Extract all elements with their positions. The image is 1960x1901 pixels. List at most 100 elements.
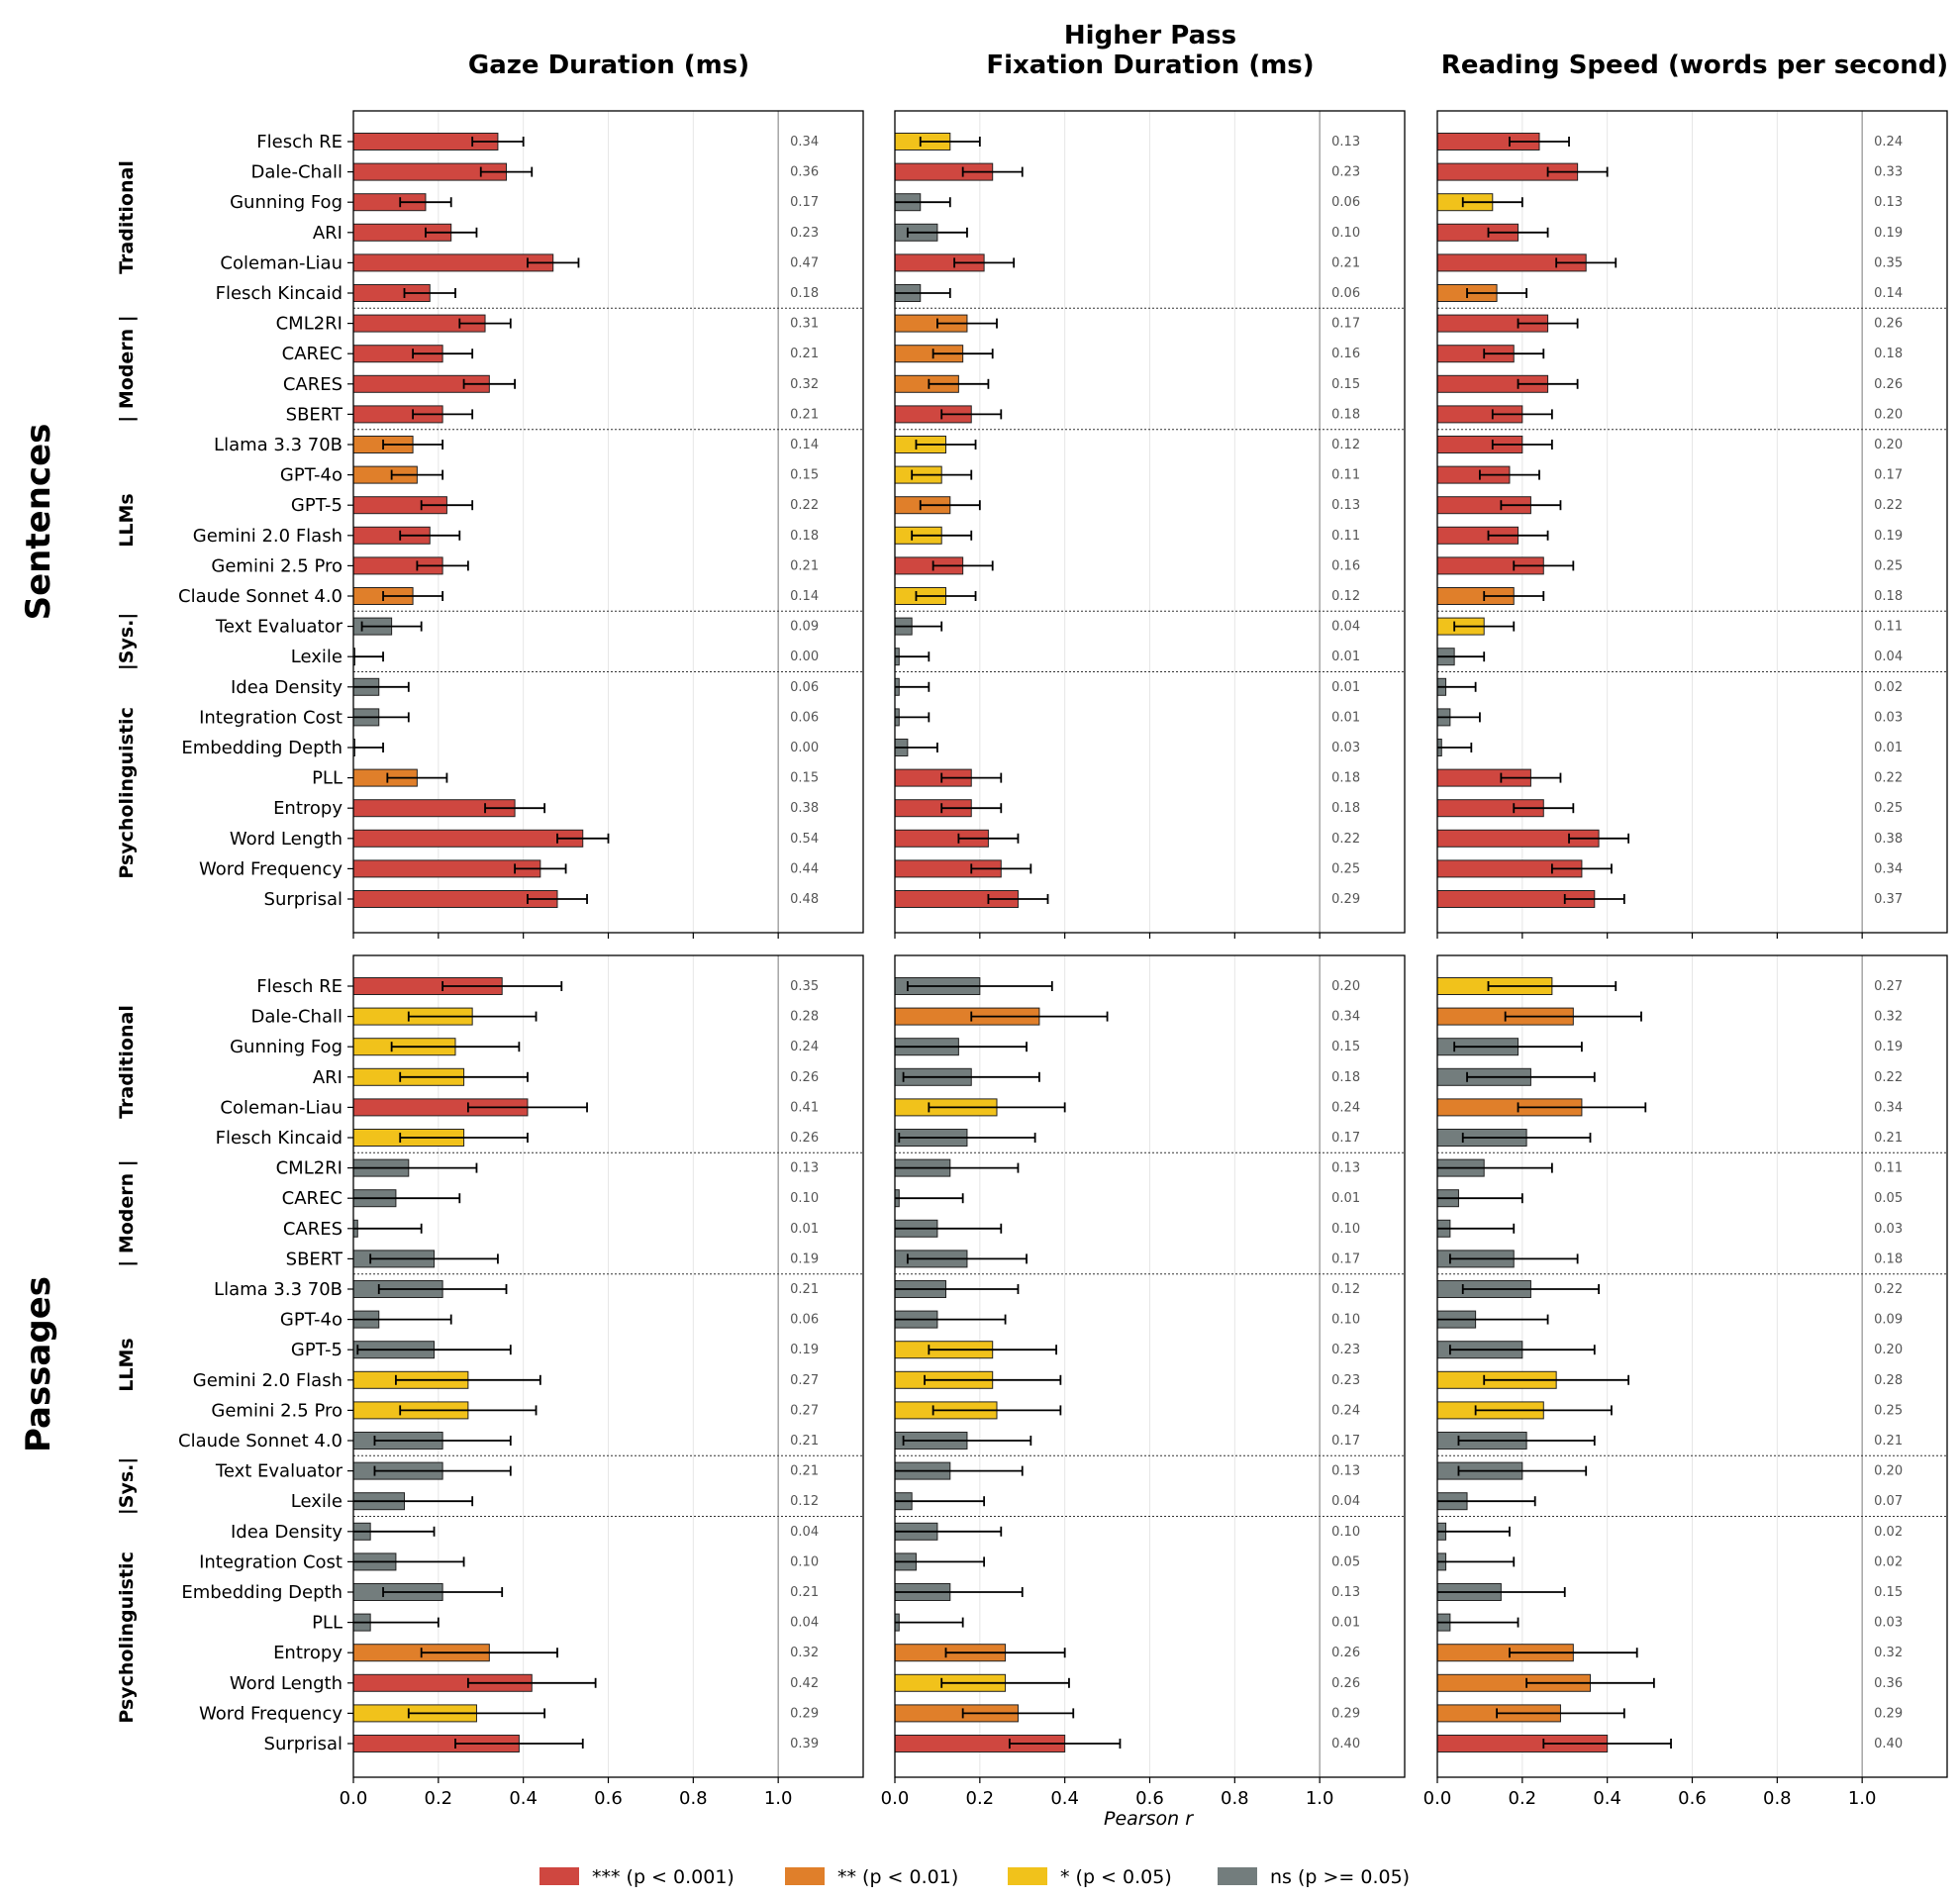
y-tick-label: Idea Density — [231, 1522, 343, 1543]
column-title-higher-pass-line2: Fixation Duration (ms) — [986, 50, 1314, 80]
value-label: 0.21 — [790, 1464, 819, 1479]
value-label: 0.04 — [790, 1525, 819, 1540]
value-label: 0.24 — [1331, 1403, 1360, 1418]
value-label: 0.20 — [1874, 1343, 1903, 1357]
column-title-reading-speed: Reading Speed (words per second) — [1441, 50, 1948, 80]
x-tick-label: 0.4 — [509, 1788, 538, 1809]
value-label: 0.19 — [1874, 529, 1903, 544]
value-label: 0.23 — [1331, 1373, 1360, 1388]
value-label: 0.26 — [1874, 377, 1903, 392]
y-tick-label: GPT-5 — [291, 1340, 343, 1360]
value-label: 0.15 — [1331, 377, 1360, 392]
value-label: 0.06 — [790, 680, 819, 695]
group-label: LLMs — [116, 493, 138, 547]
value-label: 0.18 — [1331, 1070, 1360, 1085]
y-tick-label: GPT-4o — [280, 465, 343, 486]
y-tick-label: PLL — [312, 1613, 343, 1634]
value-label: 0.29 — [1874, 1706, 1903, 1721]
y-tick-label: GPT-5 — [291, 495, 343, 516]
y-tick-label: Word Length — [230, 1673, 343, 1694]
value-label: 0.01 — [1331, 1191, 1360, 1206]
value-label: 0.26 — [1874, 317, 1903, 332]
group-label: Psycholinguistic — [116, 707, 138, 879]
value-label: 0.13 — [1331, 1585, 1360, 1600]
x-tick-label: 0.6 — [1678, 1788, 1707, 1809]
y-tick-label: Embedding Depth — [181, 1582, 343, 1603]
value-label: 0.34 — [1874, 1100, 1903, 1115]
y-tick-label: Entropy — [273, 1643, 343, 1663]
panel-grid: 0.340.360.170.230.470.180.310.210.320.21… — [116, 110, 1948, 1809]
value-label: 0.06 — [1331, 286, 1360, 301]
y-tick-label: Gemini 2.5 Pro — [211, 555, 343, 576]
value-label: 0.12 — [790, 1494, 819, 1509]
y-tick-label: Surprisal — [264, 1734, 343, 1754]
y-tick-label: Flesch Kincaid — [216, 283, 343, 304]
value-label: 0.24 — [790, 1040, 819, 1054]
value-label: 0.14 — [1874, 286, 1903, 301]
group-label: | Modern | — [116, 1159, 138, 1266]
value-label: 0.37 — [1874, 892, 1903, 907]
y-tick-label: Llama 3.3 70B — [214, 435, 343, 455]
y-tick-label: Gunning Fog — [230, 1037, 343, 1057]
value-label: 0.15 — [790, 468, 819, 483]
y-tick-label: Lexile — [291, 1491, 343, 1512]
value-label: 0.03 — [1874, 710, 1903, 725]
y-tick-label: Integration Cost — [199, 1551, 343, 1572]
y-tick-label: CML2RI — [276, 1158, 343, 1179]
x-tick-label: 0.2 — [1509, 1788, 1537, 1809]
value-label: 0.42 — [790, 1676, 819, 1691]
value-label: 0.01 — [1874, 741, 1903, 755]
value-label: 0.02 — [1874, 1554, 1903, 1569]
value-label: 0.24 — [1331, 1100, 1360, 1115]
y-tick-label: CARES — [283, 374, 343, 395]
value-label: 0.13 — [1331, 1161, 1360, 1176]
value-label: 0.11 — [1331, 529, 1360, 544]
y-tick-label: Flesch RE — [256, 976, 343, 997]
value-label: 0.28 — [790, 1010, 819, 1025]
value-label: 0.23 — [1331, 165, 1360, 180]
value-label: 0.40 — [1874, 1737, 1903, 1751]
value-label: 0.19 — [1874, 1040, 1903, 1054]
x-tick-label: 0.2 — [966, 1788, 995, 1809]
value-label: 0.41 — [790, 1100, 819, 1115]
value-label: 0.38 — [790, 801, 819, 816]
value-label: 0.26 — [1331, 1676, 1360, 1691]
value-label: 0.17 — [1331, 1434, 1360, 1449]
value-label: 0.09 — [790, 620, 819, 635]
x-tick-label: 1.0 — [764, 1788, 793, 1809]
y-tick-label: CAREC — [282, 1188, 343, 1209]
y-tick-label: SBERT — [286, 1249, 343, 1269]
value-label: 0.31 — [790, 317, 819, 332]
y-tick-label: Word Frequency — [199, 1703, 343, 1724]
value-label: 0.13 — [1331, 135, 1360, 150]
value-label: 0.32 — [790, 377, 819, 392]
value-label: 0.27 — [1874, 979, 1903, 994]
value-label: 0.21 — [1874, 1131, 1903, 1146]
y-tick-label: Gemini 2.0 Flash — [193, 1370, 343, 1391]
x-tick-label: 0.0 — [340, 1788, 368, 1809]
y-tick-label: CML2RI — [276, 314, 343, 335]
value-label: 0.15 — [1331, 1040, 1360, 1054]
group-label: | Modern | — [116, 315, 138, 422]
legend-swatch — [1008, 1867, 1047, 1885]
value-label: 0.15 — [790, 771, 819, 786]
group-label: |Sys.| — [116, 613, 138, 670]
value-label: 0.24 — [1874, 135, 1903, 150]
value-label: 0.12 — [1331, 1282, 1360, 1297]
value-label: 0.18 — [790, 286, 819, 301]
value-label: 0.01 — [1331, 650, 1360, 664]
x-tick-label: 1.0 — [1848, 1788, 1877, 1809]
y-tick-label: Claude Sonnet 4.0 — [178, 1431, 343, 1451]
value-label: 0.13 — [1331, 1464, 1360, 1479]
y-tick-label: Word Length — [230, 829, 343, 850]
y-tick-label: GPT-4o — [280, 1310, 343, 1331]
y-tick-label: CAREC — [282, 344, 343, 364]
value-label: 0.03 — [1874, 1222, 1903, 1237]
value-label: 0.14 — [790, 438, 819, 452]
x-tick-label: 0.4 — [1593, 1788, 1621, 1809]
group-label: LLMs — [116, 1338, 138, 1391]
value-label: 0.44 — [790, 861, 819, 876]
y-tick-label: Flesch Kincaid — [216, 1128, 343, 1149]
y-tick-label: Entropy — [273, 798, 343, 819]
value-label: 0.23 — [790, 226, 819, 241]
